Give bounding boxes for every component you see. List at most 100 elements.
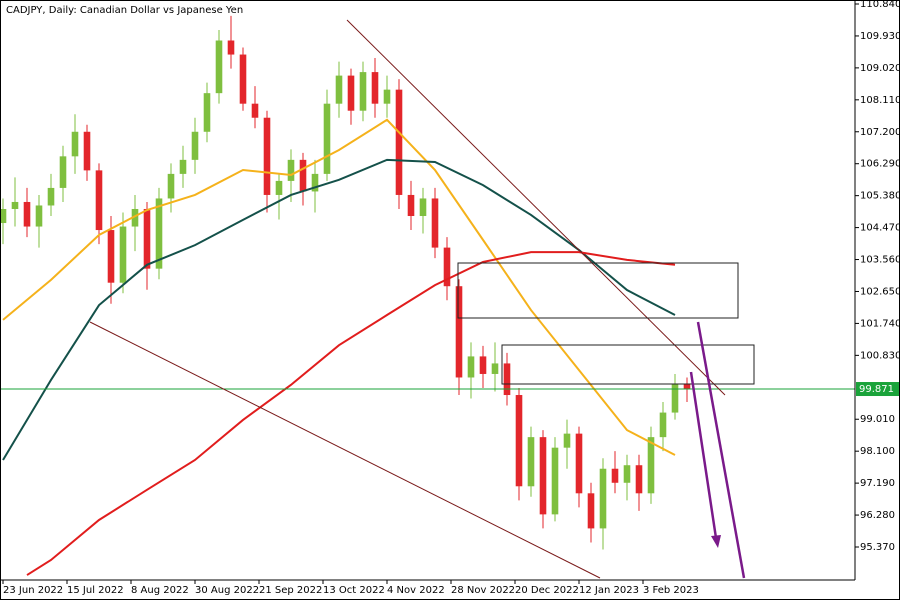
y-tick-label: 106.290 xyxy=(860,159,900,170)
candle-body xyxy=(275,180,283,195)
candle-body xyxy=(179,159,187,174)
last-price-box xyxy=(856,382,899,397)
candle-body xyxy=(527,437,535,487)
candle-body xyxy=(431,198,439,248)
candle-body xyxy=(119,226,127,283)
candle-body xyxy=(83,131,91,171)
candle-body xyxy=(539,437,547,515)
candle-body xyxy=(191,131,199,160)
y-tick-label: 99.010 xyxy=(860,414,895,425)
candle-body xyxy=(23,201,31,227)
candle-body xyxy=(419,198,427,217)
arrow xyxy=(689,371,718,539)
y-tick-label: 109.930 xyxy=(860,31,900,42)
candle-body xyxy=(347,75,355,111)
candle-body xyxy=(371,72,379,104)
x-tick-label: 15 Jul 2022 xyxy=(67,585,124,596)
y-tick-label: 96.280 xyxy=(860,510,895,521)
candle-body xyxy=(575,433,583,494)
candle-body xyxy=(251,103,259,118)
trend-line xyxy=(89,321,601,579)
ma-line xyxy=(26,251,676,576)
candle-body xyxy=(59,156,67,188)
y-tick-label: 95.370 xyxy=(860,542,895,553)
candle-body xyxy=(131,208,139,227)
y-tick-label: 103.560 xyxy=(860,255,900,266)
candle-body xyxy=(203,93,211,132)
chart-title: CADJPY, Daily: Canadian Dollar vs Japane… xyxy=(6,5,243,16)
candle-body xyxy=(671,384,679,413)
candle-body xyxy=(155,198,163,269)
candle-body xyxy=(647,437,655,494)
y-tick-label: 110.840 xyxy=(860,0,900,10)
candle-body xyxy=(239,54,247,104)
y-tick-label: 100.830 xyxy=(860,350,900,361)
candle-body xyxy=(407,194,415,217)
y-tick-label: 97.190 xyxy=(860,478,895,489)
candle-body xyxy=(587,493,595,529)
candle-body xyxy=(335,75,343,104)
candle-body xyxy=(35,205,43,227)
candle-body xyxy=(0,208,7,224)
candle-body xyxy=(395,89,403,195)
candle-body xyxy=(299,159,307,192)
ma-line xyxy=(2,158,676,461)
x-tick-label: 20 Dec 2022 xyxy=(515,585,579,596)
candle-body xyxy=(491,363,499,374)
y-tick-label: 109.020 xyxy=(860,63,900,74)
ma-line xyxy=(2,118,676,456)
y-tick-label: 105.380 xyxy=(860,191,900,202)
candle-body xyxy=(47,187,55,206)
candle-body xyxy=(311,173,319,192)
x-tick-label: 28 Nov 2022 xyxy=(451,585,515,596)
arrow-head xyxy=(711,535,721,548)
candle-body xyxy=(287,159,295,181)
plot-area xyxy=(0,15,855,576)
drawings xyxy=(89,19,755,579)
x-tick-label: 4 Nov 2022 xyxy=(387,585,445,596)
x-tick-label: 13 Oct 2022 xyxy=(323,585,385,596)
x-tick-label: 30 Aug 2022 xyxy=(195,585,259,596)
candle-body xyxy=(167,173,175,199)
y-tick-label: 107.200 xyxy=(860,127,900,138)
y-tick-label: 101.740 xyxy=(860,318,900,329)
y-tick-label: 104.470 xyxy=(860,223,900,234)
candle-body xyxy=(599,468,607,529)
candle-body xyxy=(215,40,223,94)
trend-line xyxy=(346,19,726,396)
candle-body xyxy=(455,286,463,378)
candle-body xyxy=(359,72,367,111)
candle-body xyxy=(683,384,691,390)
zone-box xyxy=(457,262,739,319)
candle-body xyxy=(71,131,79,157)
candle-body xyxy=(467,356,475,378)
candle-body xyxy=(611,468,619,483)
candle-body xyxy=(515,395,523,487)
last-price-label: 99.871 xyxy=(859,384,894,395)
zone-box xyxy=(501,344,755,385)
candle-body xyxy=(11,201,19,209)
candle-body xyxy=(383,89,391,104)
candle-body xyxy=(659,412,667,438)
candle-body xyxy=(263,117,271,195)
candle-body xyxy=(323,103,331,174)
candle-body xyxy=(95,170,103,231)
x-tick-label: 8 Aug 2022 xyxy=(131,585,189,596)
x-tick-label: 21 Sep 2022 xyxy=(259,585,322,596)
y-tick-label: 98.100 xyxy=(860,446,895,457)
candle-body xyxy=(503,363,511,396)
y-tick-label: 108.110 xyxy=(860,95,900,106)
x-tick-label: 12 Jan 2023 xyxy=(579,585,639,596)
candle-body xyxy=(227,40,235,55)
candle-body xyxy=(479,356,487,374)
x-tick-label: 23 Jun 2022 xyxy=(3,585,63,596)
arrow xyxy=(696,321,746,579)
candle-body xyxy=(107,230,115,283)
candle-body xyxy=(143,208,151,269)
candle-body xyxy=(443,247,451,287)
y-tick-label: 102.650 xyxy=(860,286,900,297)
x-tick-label: 3 Feb 2023 xyxy=(643,585,699,596)
